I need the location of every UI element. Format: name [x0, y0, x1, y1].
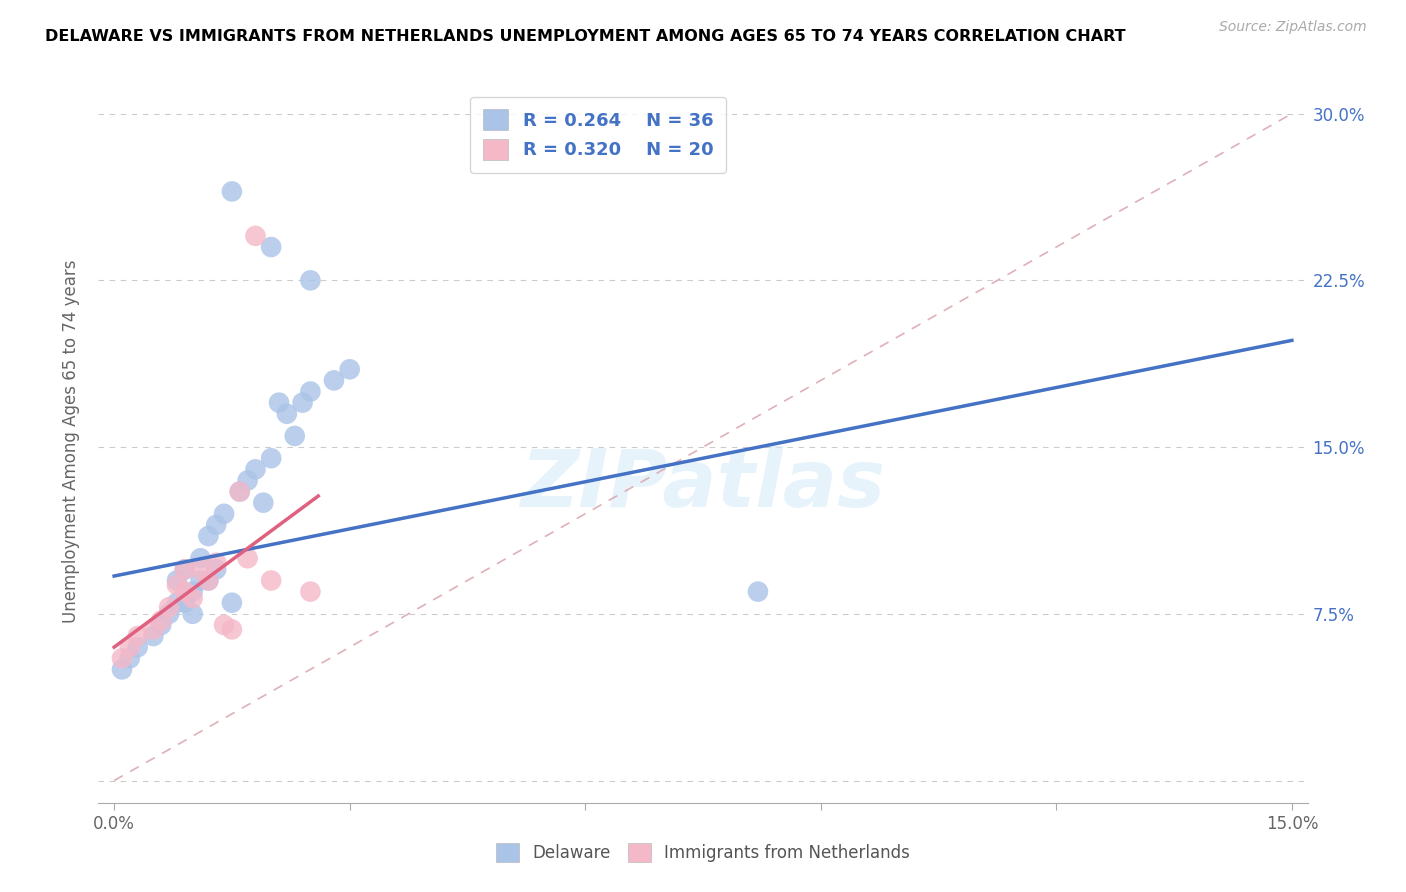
Point: [111, 662, 134, 676]
Y-axis label: Unemployment Among Ages 65 to 74 years: Unemployment Among Ages 65 to 74 years: [62, 260, 80, 624]
Point: [173, 596, 195, 610]
Point: [221, 596, 243, 610]
Point: [245, 228, 267, 243]
Point: [212, 507, 235, 521]
Point: [205, 517, 228, 532]
Text: ZIPatlas: ZIPatlas: [520, 446, 886, 524]
Point: [747, 584, 769, 599]
Point: [142, 629, 165, 643]
Point: [166, 578, 188, 592]
Point: [157, 600, 180, 615]
Text: DELAWARE VS IMMIGRANTS FROM NETHERLANDS UNEMPLOYMENT AMONG AGES 65 TO 74 YEARS C: DELAWARE VS IMMIGRANTS FROM NETHERLANDS …: [45, 29, 1126, 45]
Point: [236, 474, 259, 488]
Point: [197, 574, 219, 588]
Point: [118, 651, 141, 665]
Point: [299, 384, 322, 399]
Point: [190, 562, 212, 576]
Point: [252, 496, 274, 510]
Text: Source: ZipAtlas.com: Source: ZipAtlas.com: [1219, 20, 1367, 34]
Point: [284, 429, 307, 443]
Legend: Delaware, Immigrants from Netherlands: Delaware, Immigrants from Netherlands: [488, 834, 918, 871]
Point: [260, 574, 283, 588]
Point: [197, 574, 219, 588]
Point: [205, 562, 228, 576]
Point: [190, 574, 212, 588]
Point: [150, 618, 173, 632]
Legend: R = 0.264    N = 36, R = 0.320    N = 20: R = 0.264 N = 36, R = 0.320 N = 20: [470, 96, 725, 172]
Point: [291, 395, 314, 409]
Point: [229, 484, 252, 499]
Point: [260, 240, 283, 254]
Point: [260, 451, 283, 466]
Point: [245, 462, 267, 476]
Point: [221, 623, 243, 637]
Point: [127, 629, 149, 643]
Point: [212, 618, 235, 632]
Point: [205, 556, 228, 570]
Point: [190, 551, 212, 566]
Point: [181, 591, 204, 606]
Point: [276, 407, 298, 421]
Point: [173, 562, 195, 576]
Point: [221, 185, 243, 199]
Point: [150, 614, 173, 628]
Point: [127, 640, 149, 655]
Point: [157, 607, 180, 621]
Point: [118, 640, 141, 655]
Point: [166, 596, 188, 610]
Point: [299, 584, 322, 599]
Point: [181, 584, 204, 599]
Point: [181, 607, 204, 621]
Point: [236, 551, 259, 566]
Point: [166, 574, 188, 588]
Point: [339, 362, 361, 376]
Point: [267, 395, 290, 409]
Point: [111, 651, 134, 665]
Point: [229, 484, 252, 499]
Point: [142, 623, 165, 637]
Point: [173, 584, 195, 599]
Point: [173, 562, 195, 576]
Point: [197, 529, 219, 543]
Point: [299, 273, 322, 287]
Point: [323, 373, 346, 387]
